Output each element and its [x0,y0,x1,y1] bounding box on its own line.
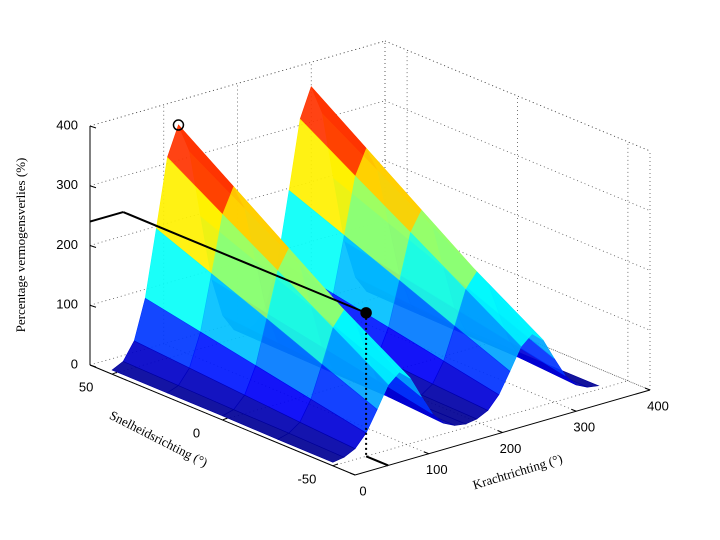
point-marker [172,119,185,131]
surface-patch [277,432,345,463]
guide-line [89,211,124,223]
z-tick-label: 200 [56,237,78,252]
y-tick-label: 0 [193,425,200,440]
x-tick [497,430,503,433]
y-tick-label: -50 [298,471,317,486]
y-tick [111,371,118,375]
z-tick [89,304,97,308]
x-tick-label: 400 [647,398,669,413]
z-tick [89,125,97,129]
z-tick-label: 0 [71,356,78,371]
point-marker [360,307,372,319]
x-tick-label: 0 [359,483,366,498]
x-tick-label: 200 [500,441,522,456]
z-tick-label: 100 [56,297,78,312]
z-tick-label: 300 [56,177,78,192]
y-tick [222,417,228,421]
guide-line [122,211,367,314]
z-tick-label: 400 [56,117,78,132]
x-tick-label: 100 [426,462,448,477]
x-tick [571,408,577,412]
z-tick [89,245,97,248]
y-tick-label: 50 [79,380,93,395]
guide-line [365,455,389,467]
z-tick [89,185,97,189]
x-axis-label: Krachtrichting (°) [471,451,564,493]
x-tick [423,451,429,455]
z-axis-label: Percentage vermogensverlies (%) [13,158,28,333]
x-tick-label: 300 [573,420,595,435]
y-tick [332,463,339,467]
x-axis [354,389,651,476]
x-tick [644,387,651,391]
y-axis [89,364,356,476]
